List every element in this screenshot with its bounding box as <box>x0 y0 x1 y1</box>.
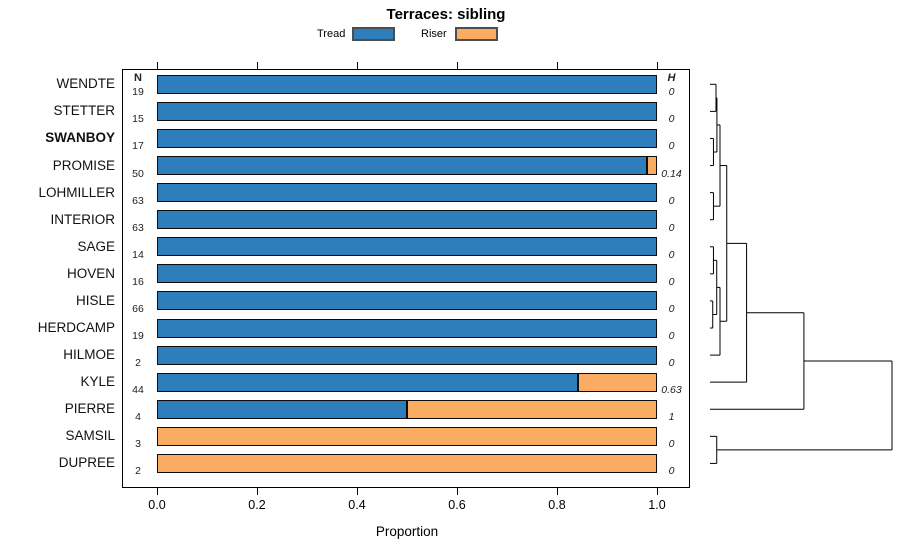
h-value: 0 <box>668 330 675 343</box>
x-tick <box>557 488 558 495</box>
bar-segment-tread <box>157 74 657 94</box>
h-value: 0 <box>668 140 675 153</box>
bar-segment-tread <box>157 264 657 284</box>
x-tick-top <box>457 62 458 69</box>
bar-segment-tread <box>157 128 657 148</box>
x-tick-label: 0.4 <box>348 498 366 512</box>
bar-segment-riser <box>157 426 657 446</box>
bar-segment-tread <box>157 318 657 338</box>
x-tick-label: 0.0 <box>148 498 166 512</box>
n-column-header: N <box>134 72 142 84</box>
row-label: DUPREE <box>58 455 115 471</box>
x-tick <box>457 488 458 495</box>
h-value: 1 <box>668 411 675 424</box>
n-value: 3 <box>135 438 141 451</box>
bar-segment-riser <box>647 156 657 176</box>
n-value: 14 <box>132 248 144 261</box>
n-value: 63 <box>132 221 144 234</box>
n-value: 15 <box>132 113 144 126</box>
legend-label-tread: Tread <box>317 28 346 40</box>
chart-title: Terraces: sibling <box>386 6 506 23</box>
row-label: HISLE <box>75 292 115 308</box>
row-label: SAGE <box>77 238 115 254</box>
x-tick-label: 0.8 <box>548 498 566 512</box>
row-label: PROMISE <box>52 157 115 173</box>
n-value: 16 <box>132 275 144 288</box>
legend-swatch-riser <box>455 27 498 41</box>
bar-segment-tread <box>157 399 407 419</box>
row-label: INTERIOR <box>50 211 115 227</box>
row-label: PIERRE <box>64 401 115 417</box>
h-value: 0.14 <box>661 167 682 180</box>
n-value: 19 <box>132 330 144 343</box>
bar-segment-tread <box>157 237 657 257</box>
row-label: SAMSIL <box>65 428 115 444</box>
h-value: 0 <box>668 248 675 261</box>
bar-segment-riser <box>407 399 657 419</box>
row-label: STETTER <box>53 103 115 119</box>
row-label: SWANBOY <box>45 130 115 146</box>
x-tick-label: 0.2 <box>248 498 266 512</box>
row-label: HERDCAMP <box>37 320 115 336</box>
h-value: 0 <box>668 113 675 126</box>
legend-label-riser: Riser <box>421 28 447 40</box>
n-value: 2 <box>135 465 141 478</box>
h-value: 0 <box>668 194 675 207</box>
n-value: 19 <box>132 86 144 99</box>
bar-segment-tread <box>157 101 657 121</box>
h-value: 0 <box>668 275 675 288</box>
h-value: 0 <box>668 86 675 99</box>
x-tick <box>357 488 358 495</box>
n-value: 4 <box>135 411 141 424</box>
h-value: 0 <box>668 465 675 478</box>
x-tick-top <box>257 62 258 69</box>
bar-segment-tread <box>157 372 578 392</box>
n-value: 44 <box>132 384 144 397</box>
h-value: 0 <box>668 438 675 451</box>
x-tick-top <box>657 62 658 69</box>
n-value: 17 <box>132 140 144 153</box>
row-label: LOHMILLER <box>38 184 115 200</box>
bar-segment-tread <box>157 291 657 311</box>
legend-swatch-tread <box>352 27 395 41</box>
x-axis-title: Proportion <box>375 524 439 539</box>
h-value: 0 <box>668 221 675 234</box>
bar-segment-tread <box>157 183 657 203</box>
row-label: KYLE <box>80 374 115 390</box>
x-tick <box>257 488 258 495</box>
bar-segment-tread <box>157 156 647 176</box>
x-tick-label: 0.6 <box>448 498 466 512</box>
bar-segment-tread <box>157 210 657 230</box>
x-tick <box>657 488 658 495</box>
n-value: 63 <box>132 194 144 207</box>
x-tick-top <box>357 62 358 69</box>
plot-frame <box>122 69 690 488</box>
bar-segment-riser <box>157 453 657 473</box>
row-label: HOVEN <box>66 265 115 281</box>
x-tick-top <box>157 62 158 69</box>
n-value: 66 <box>132 302 144 315</box>
n-value: 2 <box>135 357 141 370</box>
bar-segment-tread <box>157 345 657 365</box>
h-value: 0 <box>668 357 675 370</box>
n-value: 50 <box>132 167 144 180</box>
row-label: HILMOE <box>63 347 115 363</box>
h-value: 0 <box>668 302 675 315</box>
x-tick <box>157 488 158 495</box>
h-column-header: H <box>667 72 676 84</box>
x-tick-top <box>557 62 558 69</box>
h-value: 0.63 <box>661 384 682 397</box>
bar-segment-riser <box>577 372 657 392</box>
dendrogram <box>710 83 893 464</box>
x-tick-label: 1.0 <box>648 498 666 512</box>
row-label: WENDTE <box>56 76 116 92</box>
